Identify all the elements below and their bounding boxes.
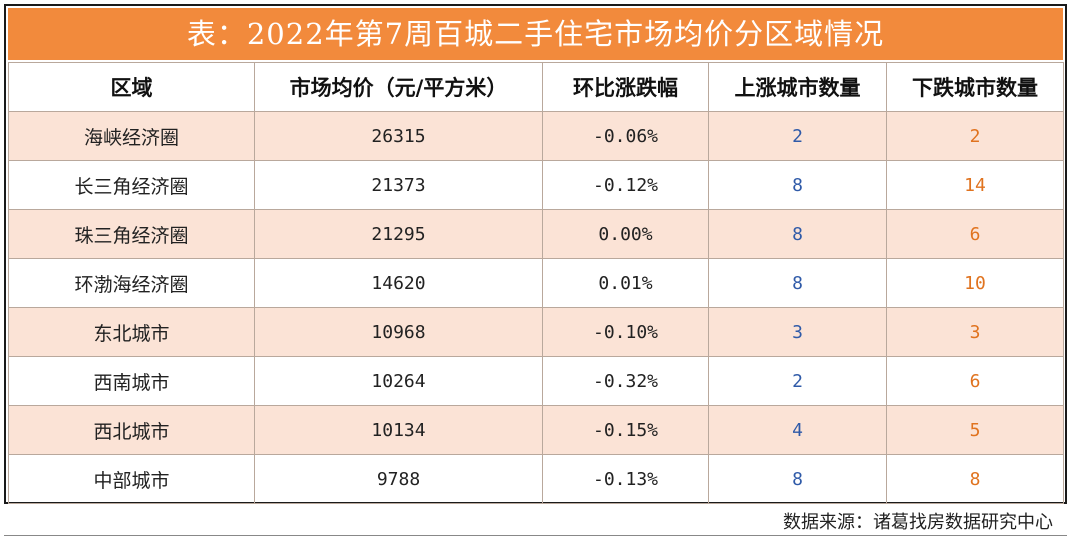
change-cell: 0.01% [542, 258, 709, 308]
up-count-cell: 8 [708, 454, 887, 504]
price-cell: 21373 [254, 160, 543, 210]
down-count-cell: 2 [886, 111, 1064, 161]
table-row: 东北城市 10968 -0.10% 3 3 [8, 307, 1064, 357]
header-row: 区域 市场均价（元/平方米） 环比涨跌幅 上涨城市数量 下跌城市数量 [8, 62, 1064, 112]
up-count-cell: 4 [708, 405, 887, 455]
up-count-cell: 8 [708, 160, 887, 210]
price-cell: 26315 [254, 111, 543, 161]
price-cell: 10264 [254, 356, 543, 406]
change-cell: -0.10% [542, 307, 709, 357]
table-row: 海峡经济圈 26315 -0.06% 2 2 [8, 111, 1064, 161]
up-count-cell: 2 [708, 356, 887, 406]
table-row: 环渤海经济圈 14620 0.01% 8 10 [8, 258, 1064, 308]
price-cell: 10968 [254, 307, 543, 357]
region-cell: 海峡经济圈 [8, 111, 255, 161]
region-cell: 珠三角经济圈 [8, 209, 255, 259]
up-count-cell: 8 [708, 209, 887, 259]
table-row: 长三角经济圈 21373 -0.12% 8 14 [8, 160, 1064, 210]
region-cell: 东北城市 [8, 307, 255, 357]
table-row: 中部城市 9788 -0.13% 8 8 [8, 454, 1064, 504]
region-cell: 环渤海经济圈 [8, 258, 255, 308]
price-cell: 9788 [254, 454, 543, 504]
price-cell: 21295 [254, 209, 543, 259]
header-up-count: 上涨城市数量 [708, 62, 887, 112]
region-price-table: 区域 市场均价（元/平方米） 环比涨跌幅 上涨城市数量 下跌城市数量 海峡经济圈… [8, 62, 1064, 504]
down-count-cell: 14 [886, 160, 1064, 210]
down-count-cell: 5 [886, 405, 1064, 455]
header-down-count: 下跌城市数量 [886, 62, 1064, 112]
table-frame: 表：2022年第7周百城二手住宅市场均价分区域情况 区域 市场均价（元/平方米）… [4, 4, 1067, 504]
price-cell: 14620 [254, 258, 543, 308]
down-count-cell: 6 [886, 356, 1064, 406]
down-count-cell: 6 [886, 209, 1064, 259]
header-change: 环比涨跌幅 [542, 62, 709, 112]
price-cell: 10134 [254, 405, 543, 455]
up-count-cell: 2 [708, 111, 887, 161]
change-cell: -0.13% [542, 454, 709, 504]
region-cell: 西北城市 [8, 405, 255, 455]
change-cell: -0.06% [542, 111, 709, 161]
table-row: 西北城市 10134 -0.15% 4 5 [8, 405, 1064, 455]
bottom-divider [4, 535, 1067, 536]
down-count-cell: 3 [886, 307, 1064, 357]
change-cell: -0.32% [542, 356, 709, 406]
down-count-cell: 10 [886, 258, 1064, 308]
table-title: 表：2022年第7周百城二手住宅市场均价分区域情况 [8, 8, 1063, 60]
region-cell: 西南城市 [8, 356, 255, 406]
header-price: 市场均价（元/平方米） [254, 62, 543, 112]
table-row: 西南城市 10264 -0.32% 2 6 [8, 356, 1064, 406]
header-region: 区域 [8, 62, 255, 112]
data-source-note: 数据来源：诸葛找房数据研究中心 [783, 512, 1053, 533]
region-cell: 长三角经济圈 [8, 160, 255, 210]
region-cell: 中部城市 [8, 454, 255, 504]
change-cell: -0.15% [542, 405, 709, 455]
change-cell: 0.00% [542, 209, 709, 259]
table-row: 珠三角经济圈 21295 0.00% 8 6 [8, 209, 1064, 259]
change-cell: -0.12% [542, 160, 709, 210]
up-count-cell: 8 [708, 258, 887, 308]
up-count-cell: 3 [708, 307, 887, 357]
down-count-cell: 8 [886, 454, 1064, 504]
